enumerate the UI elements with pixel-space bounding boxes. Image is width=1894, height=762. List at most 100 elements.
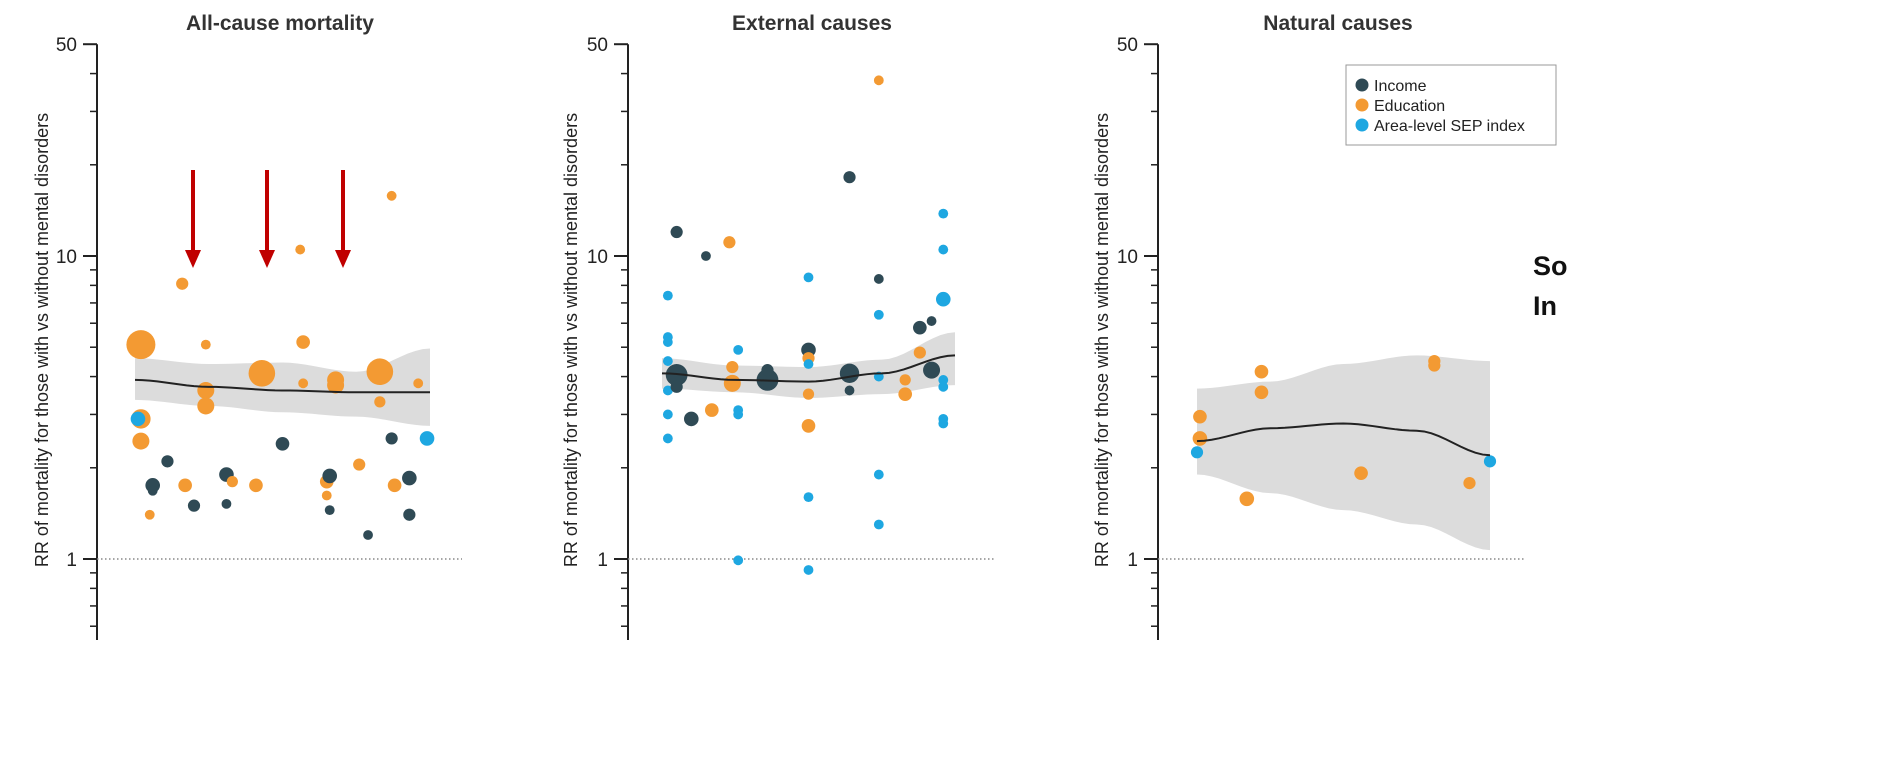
data-point-area-level-sep-index (733, 344, 744, 355)
data-point-education (374, 396, 386, 408)
data-point-income (147, 485, 158, 496)
data-point-income (839, 363, 860, 384)
fitted-line (1196, 422, 1491, 457)
data-point-education (226, 476, 238, 488)
y-axis-label: RR of mortality for those with vs withou… (1092, 113, 1112, 567)
data-point-area-level-sep-index (803, 272, 814, 283)
data-point-area-level-sep-index (873, 309, 884, 320)
data-point-area-level-sep-index (733, 409, 744, 420)
data-point-income (701, 251, 711, 261)
data-point-area-level-sep-index (662, 409, 673, 420)
data-point-income (403, 508, 416, 521)
legend-marker-education (1355, 98, 1369, 112)
legend-marker-income (1355, 78, 1369, 92)
data-point-education (898, 387, 913, 401)
data-point-income (670, 380, 683, 393)
data-point-area-level-sep-index (662, 290, 673, 301)
data-point-education (723, 236, 736, 249)
data-point-area-level-sep-index (662, 337, 673, 347)
data-point-income (844, 385, 855, 396)
data-point-income (926, 316, 937, 326)
data-point-area-level-sep-index (662, 385, 673, 396)
legend-box (1345, 64, 1557, 146)
data-point-income (873, 274, 884, 284)
fitted-line (134, 378, 430, 394)
legend-label: Education (1374, 98, 1445, 115)
data-point-education (178, 478, 192, 493)
data-point-education (1192, 431, 1208, 446)
data-point-education (144, 509, 155, 520)
data-point-area-level-sep-index (873, 469, 884, 480)
data-point-education (1428, 359, 1441, 372)
data-point-education (1463, 477, 1476, 490)
side-text-line: In (1533, 291, 1557, 321)
data-point-income (843, 171, 856, 184)
confidence-band (1197, 355, 1490, 551)
y-axis-label: RR of mortality for those with vs withou… (32, 113, 52, 567)
data-point-area-level-sep-index (935, 291, 951, 307)
data-point-income (923, 361, 941, 379)
data-point-area-level-sep-index (873, 519, 884, 530)
data-point-education (1254, 364, 1269, 379)
y-tick-label: 1 (66, 550, 77, 571)
y-tick-label: 1 (1127, 550, 1138, 571)
data-point-income (161, 455, 174, 468)
data-point-education (298, 378, 309, 389)
data-point-area-level-sep-index (1190, 446, 1204, 459)
data-point-education (132, 432, 150, 450)
data-point-education (873, 75, 884, 86)
data-point-area-level-sep-index (938, 375, 949, 385)
y-axis-label: RR of mortality for those with vs withou… (561, 113, 581, 567)
data-point-education (726, 360, 739, 374)
data-point-area-level-sep-index (803, 492, 814, 503)
data-point-income (684, 411, 699, 427)
data-point-area-level-sep-index (662, 433, 673, 444)
data-point-income (761, 364, 774, 377)
data-point-education (249, 478, 263, 493)
data-point-area-level-sep-index (938, 244, 949, 255)
y-tick-label: 10 (587, 247, 608, 268)
data-point-education (1354, 466, 1368, 480)
data-point-education (176, 277, 189, 290)
legend-marker-area-level-sep-index (1355, 118, 1369, 132)
data-point-education (126, 330, 156, 360)
data-point-education (1193, 409, 1207, 424)
panel-all-cause-mortality: All-cause mortality RR of mortality for t… (32, 12, 462, 640)
data-point-education (327, 376, 345, 394)
y-tick-label: 10 (1117, 247, 1138, 268)
legend-label: Income (1374, 78, 1427, 95)
data-point-area-level-sep-index (1483, 455, 1497, 468)
data-point-education (704, 403, 719, 417)
data-point-education (723, 374, 741, 392)
data-point-education (295, 244, 306, 255)
data-point-income (221, 499, 232, 509)
y-tick-label: 50 (56, 35, 77, 56)
panel-title: Natural causes (1263, 12, 1412, 35)
data-point-education (1239, 491, 1255, 507)
data-point-area-level-sep-index (419, 431, 435, 446)
data-point-income (322, 468, 338, 484)
y-tick-label: 1 (597, 550, 608, 571)
data-point-education (801, 419, 816, 433)
confidence-band (135, 348, 430, 426)
panel-title: All-cause mortality (186, 12, 374, 35)
data-point-education (366, 358, 394, 386)
data-point-education (296, 335, 310, 349)
data-point-income (275, 436, 290, 451)
y-tick-label: 10 (56, 247, 77, 268)
panel-natural-causes: Natural causes RR of mortality for those … (1092, 12, 1526, 640)
data-point-income (913, 320, 927, 335)
side-text: So In (1533, 251, 1568, 321)
data-point-education (321, 490, 332, 501)
data-point-education (1254, 385, 1269, 400)
panel-external-causes: External causes RR of mortality for those… (561, 12, 994, 640)
data-point-area-level-sep-index (130, 411, 146, 427)
data-point-income (670, 225, 683, 239)
data-point-area-level-sep-index (938, 418, 949, 429)
data-point-education (413, 378, 424, 389)
data-point-education (197, 381, 215, 399)
data-point-education (913, 346, 926, 359)
data-point-area-level-sep-index (803, 359, 814, 369)
y-tick-label: 50 (587, 35, 608, 56)
